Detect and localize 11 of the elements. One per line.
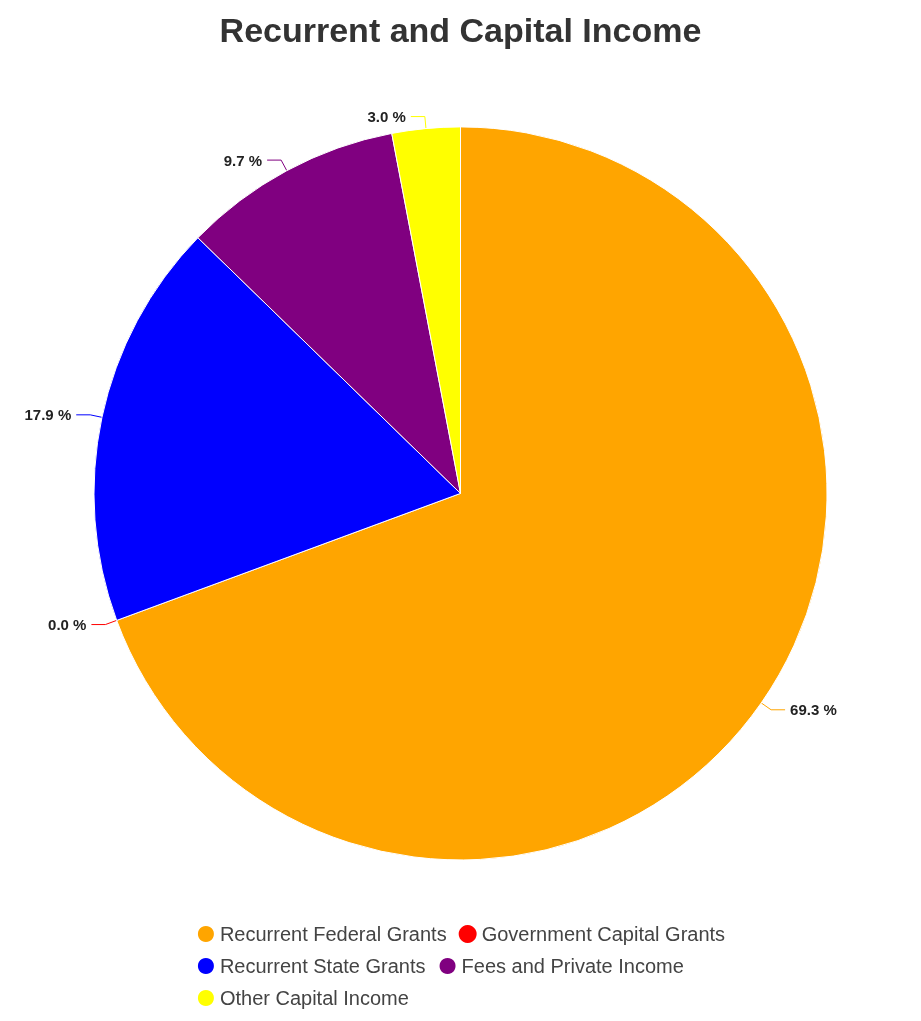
data-label: 9.7 % — [223, 151, 263, 169]
data-label: 69.3 % — [790, 701, 837, 719]
legend-label: Government Capital Grants — [481, 923, 726, 945]
legend-label: Recurrent State Grants — [219, 955, 426, 977]
text: 0.0 % — [48, 616, 87, 634]
data-label: 17.9 % — [24, 406, 72, 424]
chart-title: Recurrent and Capital Income — [219, 11, 702, 49]
legend-label: Fees and Private Income — [461, 955, 684, 977]
legend-label: Recurrent Federal Grants — [219, 923, 447, 945]
legend-label: Other Capital Income — [219, 987, 409, 1009]
data-label: 3.0 % — [367, 108, 406, 126]
